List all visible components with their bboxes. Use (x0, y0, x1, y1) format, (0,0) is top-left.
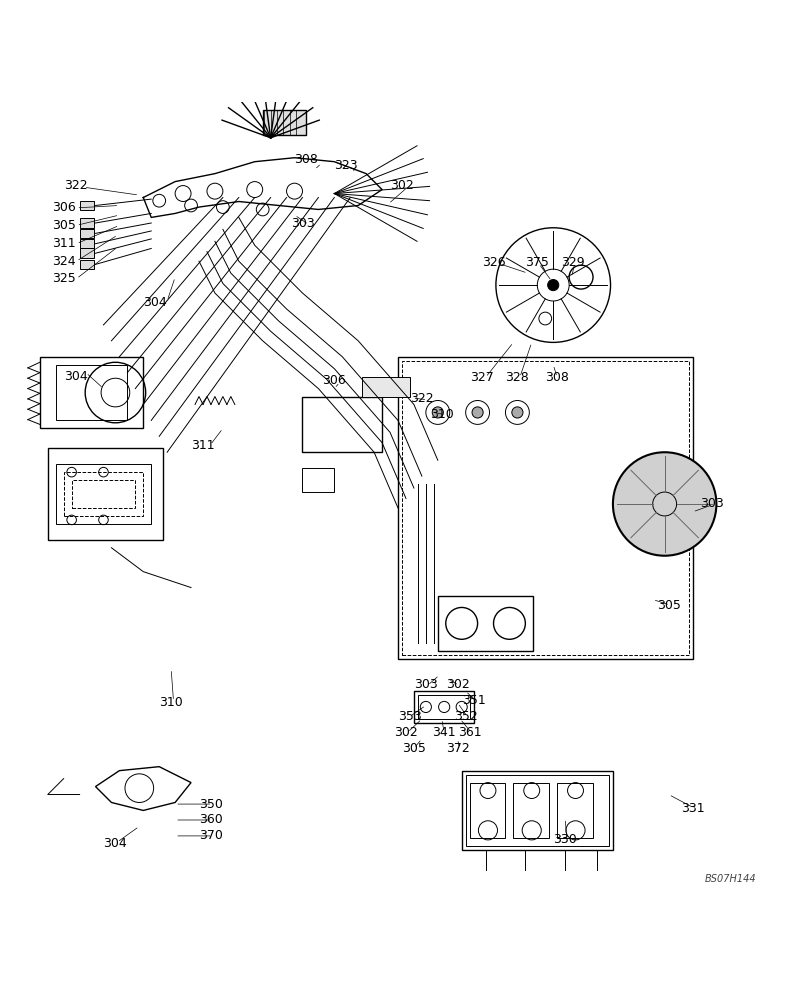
Text: 322: 322 (64, 179, 88, 192)
Text: 305: 305 (402, 742, 426, 755)
Text: 311: 311 (191, 439, 215, 452)
Text: 310: 310 (159, 696, 183, 709)
Bar (398, 357, 693, 659)
Text: 372: 372 (446, 742, 470, 755)
Text: 327: 327 (470, 371, 494, 384)
Text: 329: 329 (561, 256, 585, 269)
Text: 302: 302 (390, 179, 414, 192)
Text: 302: 302 (446, 678, 470, 691)
Circle shape (512, 407, 523, 418)
Text: 350: 350 (199, 798, 223, 811)
Text: 303: 303 (291, 217, 314, 230)
Text: 306: 306 (52, 201, 76, 214)
Bar (56, 365, 127, 420)
Bar (466, 775, 609, 846)
Text: BS07H144: BS07H144 (704, 874, 756, 884)
Bar (362, 377, 410, 397)
Text: 353: 353 (398, 710, 422, 723)
Bar (263, 110, 306, 135)
Text: 304: 304 (103, 837, 127, 850)
Bar (470, 783, 505, 838)
Text: 325: 325 (52, 272, 76, 285)
Bar (513, 783, 549, 838)
Circle shape (613, 452, 716, 556)
Bar (48, 448, 163, 540)
Text: 324: 324 (52, 255, 76, 268)
Bar (40, 357, 143, 428)
Text: 322: 322 (410, 392, 434, 405)
Circle shape (472, 407, 483, 418)
Text: 310: 310 (430, 408, 454, 421)
Bar (80, 260, 94, 269)
Bar (462, 771, 613, 850)
Text: 308: 308 (545, 371, 569, 384)
Text: 302: 302 (394, 726, 418, 739)
Text: 360: 360 (199, 813, 223, 826)
Text: 303: 303 (414, 678, 438, 691)
Text: 305: 305 (52, 219, 76, 232)
Text: 375: 375 (525, 256, 549, 269)
Text: 304: 304 (64, 370, 88, 383)
Bar (80, 248, 94, 258)
Bar (302, 397, 382, 452)
Bar (80, 239, 94, 248)
Text: 308: 308 (295, 153, 318, 166)
Text: 328: 328 (505, 371, 529, 384)
Circle shape (548, 280, 559, 291)
Text: 326: 326 (482, 256, 505, 269)
Bar (302, 468, 334, 492)
Circle shape (432, 407, 443, 418)
Bar (80, 218, 94, 228)
Text: 351: 351 (462, 694, 486, 707)
Text: 306: 306 (322, 374, 346, 387)
Bar (64, 472, 143, 516)
Bar (80, 201, 94, 210)
Bar (402, 361, 689, 655)
Text: 341: 341 (432, 726, 456, 739)
Text: 323: 323 (334, 159, 358, 172)
Text: 370: 370 (199, 829, 223, 842)
Text: 305: 305 (657, 599, 681, 612)
Bar (438, 596, 533, 651)
Text: 331: 331 (681, 802, 704, 815)
Text: 361: 361 (458, 726, 482, 739)
Bar (80, 229, 94, 238)
Text: 330: 330 (553, 833, 577, 846)
Bar (72, 480, 135, 508)
Bar (414, 691, 474, 723)
Bar (557, 783, 593, 838)
Text: 303: 303 (700, 497, 724, 510)
Text: 352: 352 (454, 710, 478, 723)
Text: 304: 304 (143, 296, 167, 309)
Text: 311: 311 (52, 237, 76, 250)
Bar (418, 695, 470, 719)
Bar (56, 464, 151, 524)
